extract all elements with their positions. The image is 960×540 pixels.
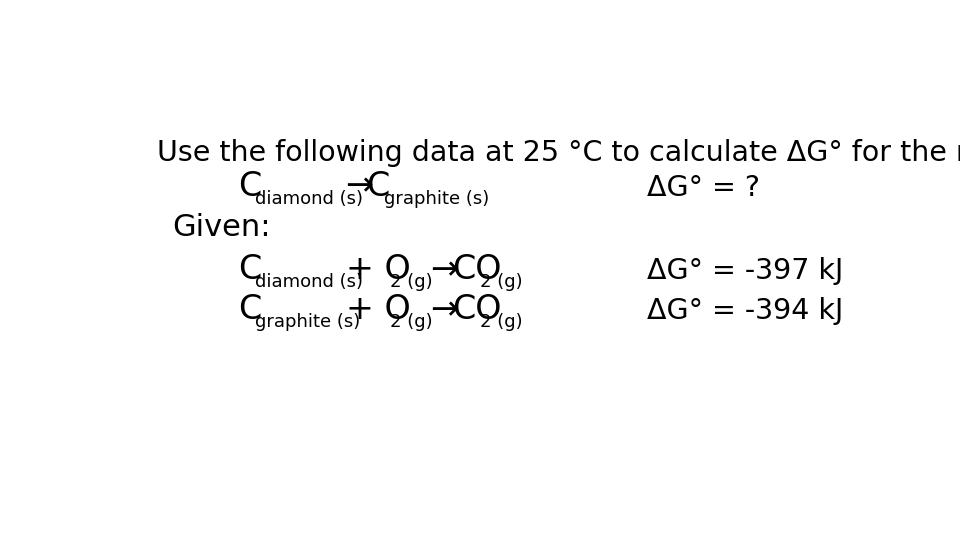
Text: 2 (g): 2 (g) [480,273,522,292]
Text: + O: + O [347,293,411,326]
Text: C: C [238,293,261,326]
Text: ΔG° = -394 kJ: ΔG° = -394 kJ [647,297,843,325]
Text: C: C [238,253,261,286]
Text: C: C [367,170,390,202]
Text: ΔG° = ?: ΔG° = ? [647,174,760,202]
Text: graphite (s): graphite (s) [254,313,360,332]
Text: diamond (s): diamond (s) [254,273,363,292]
Text: + O: + O [347,253,411,286]
Text: CO: CO [452,253,501,286]
Text: 2 (g): 2 (g) [480,313,522,332]
Text: graphite (s): graphite (s) [383,190,489,208]
Text: diamond (s): diamond (s) [254,190,363,208]
Text: →: → [430,253,458,286]
Text: C: C [238,170,261,202]
Text: 2 (g): 2 (g) [390,273,432,292]
Text: Given:: Given: [173,213,271,242]
Text: ΔG° = -397 kJ: ΔG° = -397 kJ [647,257,843,285]
Text: 2 (g): 2 (g) [390,313,432,332]
Text: Use the following data at 25 °C to calculate ΔG° for the reaction:: Use the following data at 25 °C to calcu… [157,139,960,167]
Text: CO: CO [452,293,501,326]
Text: →: → [430,293,458,326]
Text: →: → [345,170,372,202]
